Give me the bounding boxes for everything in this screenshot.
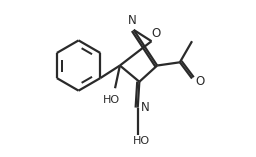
Text: HO: HO — [102, 95, 120, 105]
Text: N: N — [128, 14, 136, 27]
Text: O: O — [152, 27, 161, 40]
Text: HO: HO — [133, 136, 150, 146]
Text: N: N — [141, 101, 150, 114]
Text: O: O — [196, 75, 205, 88]
